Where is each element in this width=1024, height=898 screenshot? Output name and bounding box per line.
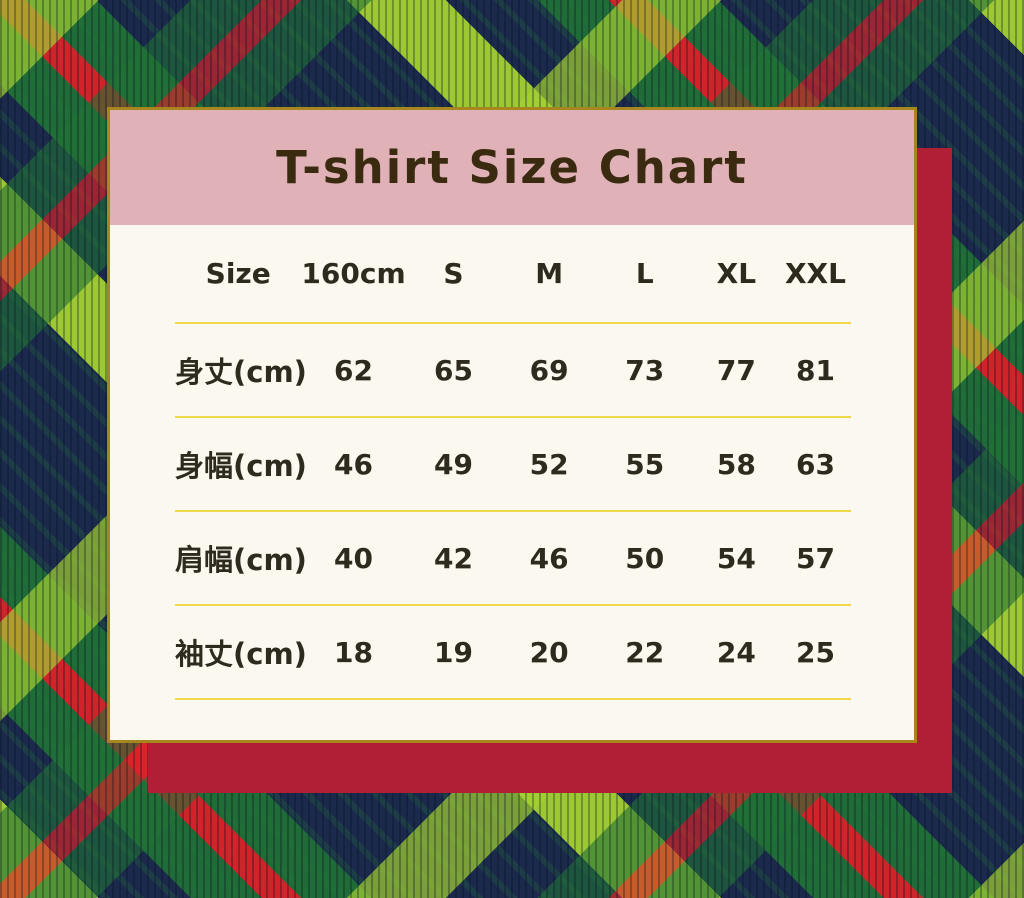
row-label: 身幅(cm) — [175, 449, 307, 483]
table-cell: 49 — [434, 447, 473, 481]
table-row-sleeve-length: 袖丈(cm) 18 19 20 22 24 25 — [175, 605, 851, 699]
table-cell: 73 — [625, 353, 665, 387]
table-cell: 69 — [529, 353, 569, 387]
table-cell: 20 — [529, 635, 569, 669]
table-cell: 63 — [796, 447, 835, 481]
table-cell: 19 — [434, 635, 473, 669]
table-cell: 81 — [796, 353, 835, 387]
page-title: T-shirt Size Chart — [276, 141, 748, 194]
header-row: Size 160cm S M L XL XXL — [175, 225, 851, 323]
row-label: 身丈(cm) — [175, 355, 307, 389]
col-header-xl: XL — [716, 257, 757, 290]
row-label: 袖丈(cm) — [175, 637, 307, 671]
size-chart-card: T-shirt Size Chart Size 160cm S — [107, 107, 917, 743]
col-header-160cm: 160cm — [301, 257, 406, 290]
table-cell: 25 — [796, 635, 835, 669]
table-cell: 55 — [625, 447, 665, 481]
table-cell: 22 — [625, 635, 665, 669]
table-cell: 24 — [716, 635, 756, 669]
col-header-xxl: XXL — [784, 257, 846, 290]
table-cell: 57 — [796, 541, 835, 575]
row-label: 肩幅(cm) — [175, 543, 307, 577]
col-header-s: S — [443, 257, 464, 290]
table-cell: 40 — [333, 541, 373, 575]
table-cell: 46 — [333, 447, 373, 481]
table-cell: 62 — [333, 353, 373, 387]
table-cell: 58 — [716, 447, 756, 481]
table-cell: 18 — [333, 635, 373, 669]
table-cell: 54 — [716, 541, 756, 575]
table-cell: 65 — [434, 353, 473, 387]
table-cell: 46 — [529, 541, 569, 575]
table-row-body-width: 身幅(cm) 46 49 52 55 58 63 — [175, 417, 851, 511]
card-header: T-shirt Size Chart — [110, 110, 914, 225]
col-header-m: M — [535, 257, 564, 290]
table-cell: 77 — [716, 353, 756, 387]
table-cell: 52 — [529, 447, 569, 481]
table-cell: 50 — [625, 541, 665, 575]
card-body: Size 160cm S M L XL XXL 身丈(cm) 62 65 69 — [110, 225, 914, 740]
col-header-size: Size — [205, 257, 271, 290]
col-header-l: L — [635, 257, 654, 290]
table-cell: 42 — [434, 541, 473, 575]
size-table: Size 160cm S M L XL XXL 身丈(cm) 62 65 69 — [175, 225, 851, 700]
table-row-shoulder-width: 肩幅(cm) 40 42 46 50 54 57 — [175, 511, 851, 605]
table-row-body-length: 身丈(cm) 62 65 69 73 77 81 — [175, 323, 851, 417]
